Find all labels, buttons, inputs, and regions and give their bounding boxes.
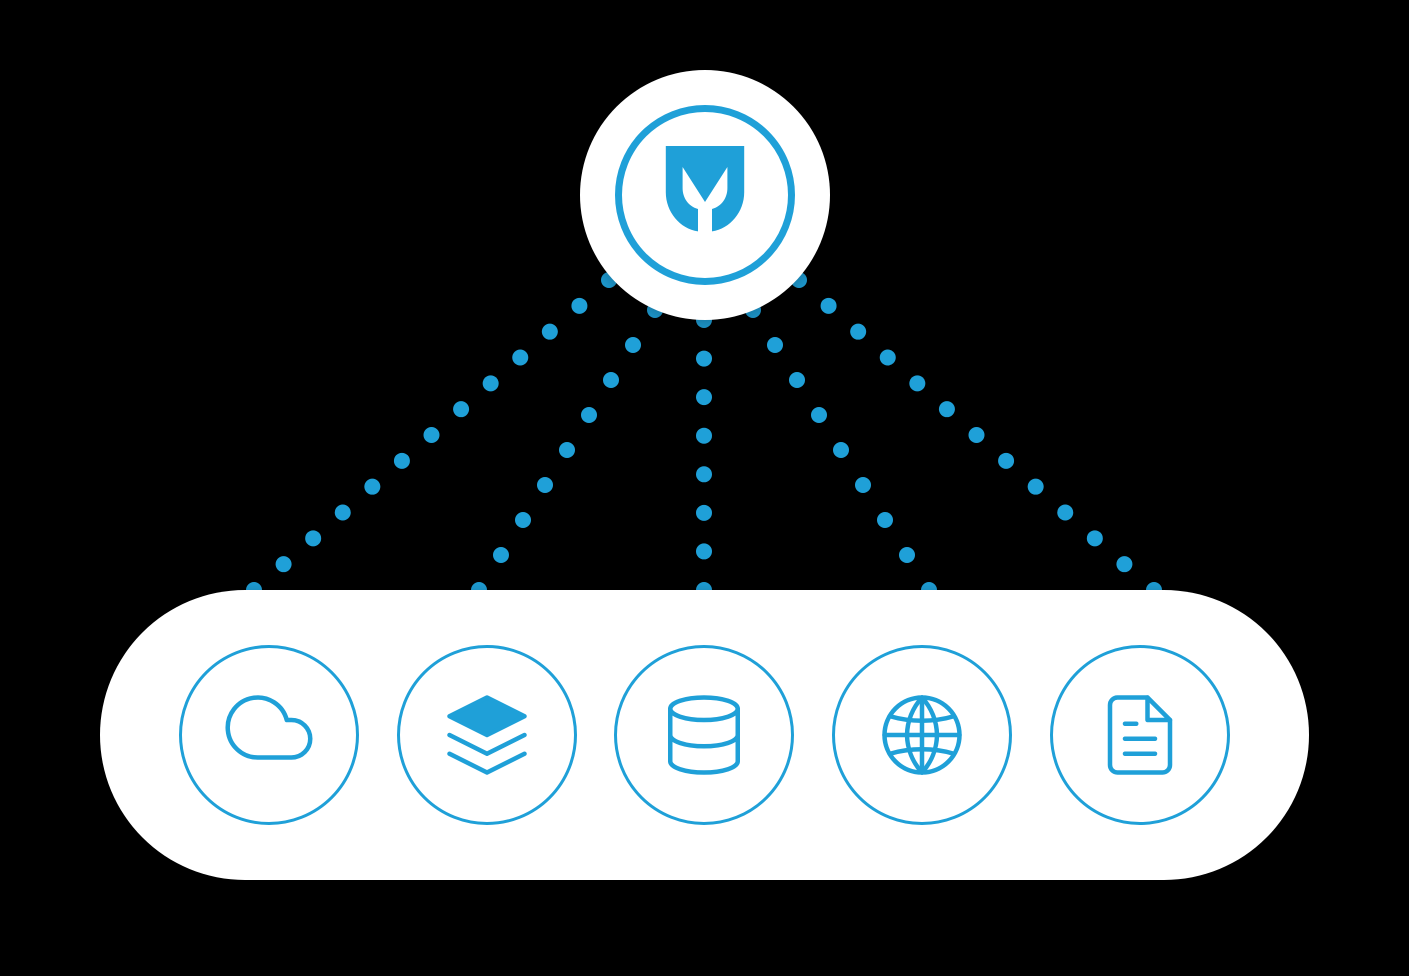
connection-dot	[571, 298, 587, 314]
connection-dot	[998, 453, 1014, 469]
connection-dot	[767, 337, 783, 353]
connection-dot	[542, 324, 558, 340]
connection-dot	[969, 427, 985, 443]
connection-dot	[537, 477, 553, 493]
connection-dot	[789, 372, 805, 388]
connectors-panel	[100, 590, 1309, 880]
connection-dot	[1057, 505, 1073, 521]
connection-dot	[696, 466, 712, 482]
connection-dot	[821, 298, 837, 314]
connector-globe	[832, 645, 1012, 825]
connection-dot	[364, 479, 380, 495]
connection-dot	[394, 453, 410, 469]
connection-dot	[512, 350, 528, 366]
connection-dot	[483, 375, 499, 391]
connection-dot	[276, 556, 292, 572]
hub-ring	[615, 105, 795, 285]
connection-dot	[493, 547, 509, 563]
connection-dot	[696, 351, 712, 367]
connection-dot	[1028, 479, 1044, 495]
connection-dot	[603, 372, 619, 388]
cloud-icon	[224, 690, 314, 780]
connection-dot	[696, 428, 712, 444]
globe-icon	[877, 690, 967, 780]
connection-dot	[899, 547, 915, 563]
connection-dot	[625, 337, 641, 353]
connection-dot	[305, 530, 321, 546]
connector-cloud	[179, 645, 359, 825]
connection-dot	[453, 401, 469, 417]
connection-dot	[696, 505, 712, 521]
layers-icon	[442, 690, 532, 780]
connection-dot	[811, 407, 827, 423]
connector-layers	[397, 645, 577, 825]
connection-dot	[335, 505, 351, 521]
connector-document	[1050, 645, 1230, 825]
connection-dot	[559, 442, 575, 458]
hub-node	[580, 70, 830, 320]
connection-dot	[939, 401, 955, 417]
connection-dot	[850, 324, 866, 340]
connection-dot	[581, 407, 597, 423]
integration-diagram	[0, 0, 1409, 976]
connection-dot	[855, 477, 871, 493]
connection-dot	[1116, 556, 1132, 572]
database-icon	[659, 690, 749, 780]
connection-dot	[909, 375, 925, 391]
document-icon	[1095, 690, 1185, 780]
connector-database	[614, 645, 794, 825]
mulesoft-logo-icon	[635, 125, 775, 265]
connection-dot	[1087, 530, 1103, 546]
connection-dot	[424, 427, 440, 443]
connection-dot	[880, 350, 896, 366]
connection-dot	[833, 442, 849, 458]
connection-dot	[696, 543, 712, 559]
connection-dot	[515, 512, 531, 528]
connection-dot	[877, 512, 893, 528]
connection-dot	[696, 389, 712, 405]
